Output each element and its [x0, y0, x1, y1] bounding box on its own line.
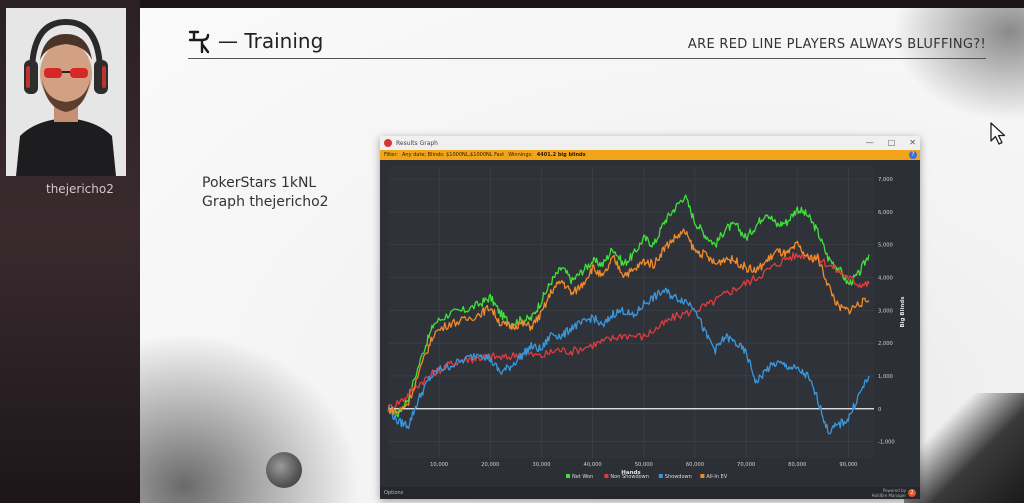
- results-chart: 10,000 20,000 30,000 40,000 50,000 60,000 70,0…: [387, 166, 906, 480]
- series-line-non-showdown: [387, 252, 870, 413]
- winnings-value: 4401.2 big blinds: [536, 152, 586, 158]
- x-tick-label: 60,000: [686, 462, 704, 468]
- app-icon: [384, 139, 392, 147]
- mouse-cursor-icon: [990, 122, 1006, 145]
- legend-label: Net Won: [572, 474, 593, 480]
- y-tick-label: 7,000: [878, 177, 893, 183]
- webcam-feed: [6, 8, 126, 176]
- x-tick-label: 70,000: [737, 462, 755, 468]
- slide-divider: [188, 58, 986, 59]
- notification-badge-count: 2: [910, 490, 914, 496]
- minimize-button[interactable]: —: [865, 138, 874, 147]
- legend-label: Non Showdown: [610, 474, 649, 480]
- series-line-showdown: [387, 287, 870, 435]
- stream-left-panel: thejericho2: [0, 0, 140, 503]
- y-tick-label: 2,000: [878, 341, 893, 347]
- slide-question: ARE RED LINE PLAYERS ALWAYS BLUFFING?!: [687, 37, 986, 52]
- filter-text: Any date; Blinds: $1000NL,$1000NL Fast: [401, 152, 505, 158]
- window-title: Results Graph: [396, 139, 438, 147]
- y-tick-label: 4,000: [878, 276, 893, 282]
- maximize-button[interactable]: □: [887, 138, 896, 147]
- y-tick-label: 6,000: [878, 210, 893, 216]
- y-tick-label: 0: [878, 407, 881, 413]
- streamer-name: thejericho2: [46, 182, 114, 196]
- x-tick-label: 80,000: [788, 462, 806, 468]
- brand-logo-icon: [188, 30, 210, 54]
- footer-brand-line-2: HoldEm Manager: [871, 493, 906, 498]
- y-tick-label: -1,000: [878, 440, 895, 446]
- footer-brand-line-1: Powered by: [882, 488, 906, 493]
- x-tick-label: 20,000: [481, 462, 499, 468]
- winnings-label: Winnings:: [508, 152, 533, 158]
- caption-line-1: PokerStars 1kNL: [202, 175, 317, 191]
- y-tick-label: 5,000: [878, 243, 893, 249]
- legend-label: Showdown: [665, 474, 692, 480]
- x-axis-label: Hands: [621, 470, 641, 476]
- legend-swatch: [700, 474, 705, 478]
- slide-title: — Training: [218, 29, 324, 53]
- x-tick-label: 40,000: [584, 462, 602, 468]
- legend-label: All-In EV: [706, 474, 727, 480]
- close-button[interactable]: ✕: [909, 138, 916, 147]
- y-tick-label: 3,000: [878, 308, 893, 314]
- x-tick-label: 90,000: [839, 462, 857, 468]
- series-line-all-in-ev: [387, 228, 870, 416]
- y-tick-label: 1,000: [878, 374, 893, 380]
- options-button[interactable]: Options: [384, 490, 404, 496]
- caption-line-2: Graph thejericho2: [202, 194, 329, 210]
- graph-footer: Options Powered by HoldEm Manager 2: [380, 487, 920, 499]
- info-icon[interactable]: ?: [909, 151, 917, 159]
- footer-brand: Powered by HoldEm Manager: [872, 488, 906, 498]
- filter-bar[interactable]: Filter: Any date; Blinds: $1000NL,$1000N…: [380, 150, 920, 160]
- results-graph-window: Results Graph — □ ✕ Filter: Any date; Bl…: [380, 136, 920, 499]
- x-tick-label: 50,000: [635, 462, 653, 468]
- window-controls: — □ ✕: [866, 138, 916, 148]
- series-line-net-won: [387, 194, 870, 418]
- x-tick-label: 30,000: [532, 462, 550, 468]
- graph-caption: PokerStars 1kNL Graph thejericho2: [202, 174, 329, 212]
- x-tick-label: 10,000: [430, 462, 448, 468]
- decorative-orb: [266, 452, 302, 488]
- streamer-webcam-image: [6, 8, 126, 176]
- filter-label: Filter:: [384, 152, 398, 158]
- window-titlebar: Results Graph — □ ✕: [380, 136, 920, 150]
- legend-swatch: [604, 474, 609, 478]
- y-axis-label: Big Blinds: [900, 296, 906, 328]
- notification-badge[interactable]: 2: [908, 489, 916, 497]
- legend-swatch: [566, 474, 570, 478]
- legend-swatch: [658, 474, 663, 478]
